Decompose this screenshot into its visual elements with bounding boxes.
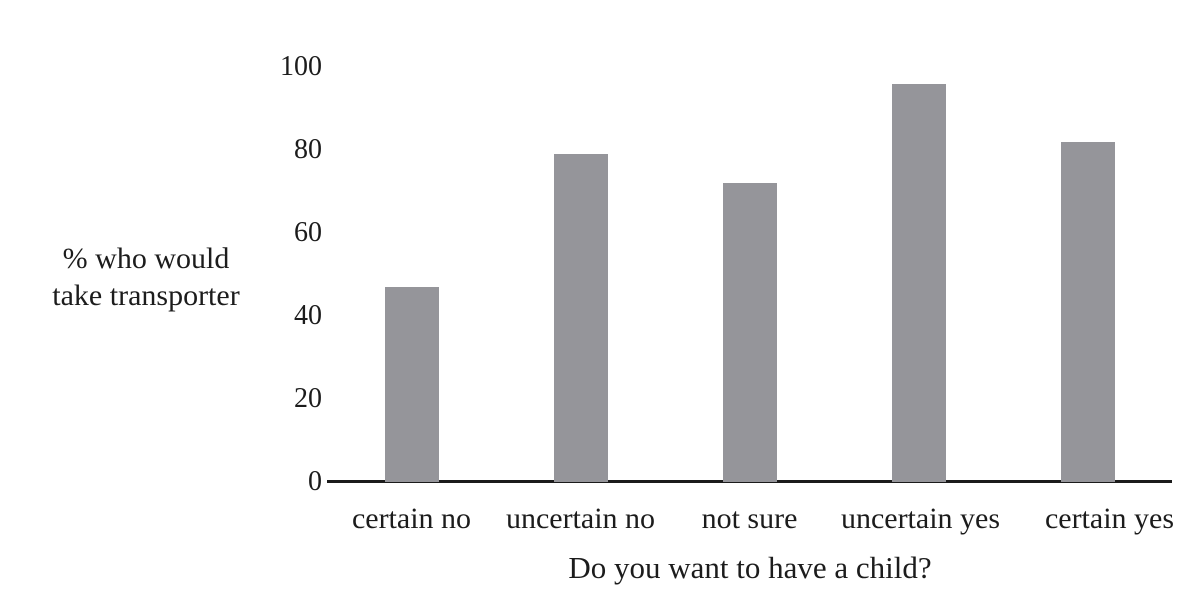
bar-certain-yes [1060, 142, 1115, 482]
bar-uncertain-no [553, 154, 608, 482]
y-tick-label-0: 0 [308, 466, 322, 497]
y-tick-label-20: 20 [294, 383, 322, 414]
x-tick-label-certain-yes: certain yes [1044, 502, 1175, 535]
x-tick-label-uncertain-no: uncertain no [505, 502, 656, 535]
x-tick-label-certain-no: certain no [351, 502, 472, 535]
y-tick-label-80: 80 [294, 134, 322, 165]
y-axis-label-line1: % who would [62, 242, 230, 275]
y-axis-label-line2: take transporter [52, 279, 240, 312]
bar-uncertain-yes [891, 84, 946, 482]
y-tick-label-100: 100 [280, 51, 322, 82]
x-tick-label-not-sure: not sure [701, 502, 798, 535]
y-tick-label-40: 40 [294, 300, 322, 331]
x-tick-label-uncertain-yes: uncertain yes [840, 502, 1001, 535]
x-axis-title: Do you want to have a child? [568, 550, 932, 585]
y-axis-label: % who would take transporter [28, 240, 264, 314]
bar-not-sure [722, 183, 777, 482]
y-tick-label-60: 60 [294, 217, 322, 248]
bar-certain-no [384, 287, 439, 482]
